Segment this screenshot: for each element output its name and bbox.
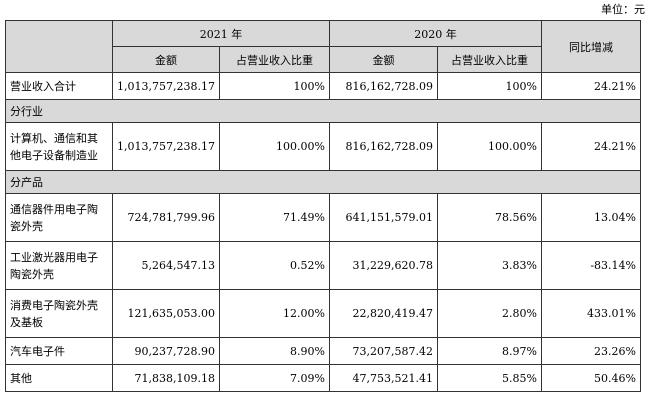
total-revenue-row: 营业收入合计 1,013,757,238.17 100% 816,162,728… [5,72,641,100]
amount-2020: 22,820,419.47 [329,289,438,338]
amount-2021: 71,838,109.18 [112,364,220,392]
amount-2021: 90,237,728.90 [112,337,220,365]
share-2021: 0.52% [219,241,330,290]
table-row: 工业激光器用电子陶瓷外壳 5,264,547.13 0.52% 31,229,6… [5,241,641,290]
row-label: 工业激光器用电子陶瓷外壳 [5,241,113,290]
yoy-change: 50.46% [541,364,641,392]
share-2021: 12.00% [219,289,330,338]
yoy-change: 23.26% [541,337,641,365]
header-year-2021: 2021 年 [112,20,330,47]
share-2020: 2.80% [437,289,542,338]
amount-2021: 5,264,547.13 [112,241,220,290]
yoy-change: 13.04% [541,193,641,242]
yoy-change: 24.21% [541,72,641,100]
header-share-2020: 占营业收入比重 [437,46,542,73]
share-2020: 5.85% [437,364,542,392]
amount-2020: 816,162,728.09 [329,122,438,171]
share-2021: 8.90% [219,337,330,365]
share-2020: 100% [437,72,542,100]
amount-2020: 641,151,579.01 [329,193,438,242]
yoy-change: 24.21% [541,122,641,171]
header-corner-cell [5,20,113,73]
header-amount-2021: 金额 [112,46,220,73]
amount-2021: 1,013,757,238.17 [112,122,220,171]
share-2021: 7.09% [219,364,330,392]
row-label: 营业收入合计 [5,72,113,100]
amount-2021: 121,635,053.00 [112,289,220,338]
unit-label: 单位：元 [601,3,645,16]
amount-2021: 724,781,799.96 [112,193,220,242]
share-2021: 100% [219,72,330,100]
share-2020: 3.83% [437,241,542,290]
section-industry-row: 分行业 [5,99,641,123]
table-row: 汽车电子件 90,237,728.90 8.90% 73,207,587.42 … [5,337,641,365]
share-2021: 100.00% [219,122,330,171]
table-row: 通信器件用电子陶瓷外壳 724,781,799.96 71.49% 641,15… [5,193,641,242]
row-label: 汽车电子件 [5,337,113,365]
header-row-columns: 金额 占营业收入比重 金额 占营业收入比重 [6,46,641,73]
amount-2020: 31,229,620.78 [329,241,438,290]
share-2020: 100.00% [437,122,542,171]
section-product-row: 分产品 [5,170,641,194]
amount-2020: 816,162,728.09 [329,72,438,100]
header-row-years: 2021 年 2020 年 同比增减 [5,20,641,73]
header-yoy: 同比增减 [541,20,641,73]
header-year-2020: 2020 年 [329,20,542,47]
table-row: 消费电子陶瓷外壳及基板 121,635,053.00 12.00% 22,820… [5,289,641,338]
row-label: 其他 [5,364,113,392]
table-row: 计算机、通信和其他电子设备制造业 1,013,757,238.17 100.00… [5,122,641,171]
section-title: 分行业 [5,99,641,123]
table-row: 其他 71,838,109.18 7.09% 47,753,521.41 5.8… [5,364,641,392]
amount-2020: 73,207,587.42 [329,337,438,365]
share-2021: 71.49% [219,193,330,242]
share-2020: 78.56% [437,193,542,242]
revenue-table: 2021 年 2020 年 同比增减 金额 占营业收入比重 金额 占营业收入比重… [5,20,641,392]
row-label: 通信器件用电子陶瓷外壳 [5,193,113,242]
yoy-change: 433.01% [541,289,641,338]
section-title: 分产品 [5,170,641,194]
amount-2021: 1,013,757,238.17 [112,72,220,100]
amount-2020: 47,753,521.41 [329,364,438,392]
yoy-change: -83.14% [541,241,641,290]
header-share-2021: 占营业收入比重 [219,46,330,73]
header-amount-2020: 金额 [329,46,438,73]
share-2020: 8.97% [437,337,542,365]
row-label: 计算机、通信和其他电子设备制造业 [5,122,113,171]
row-label: 消费电子陶瓷外壳及基板 [5,289,113,338]
